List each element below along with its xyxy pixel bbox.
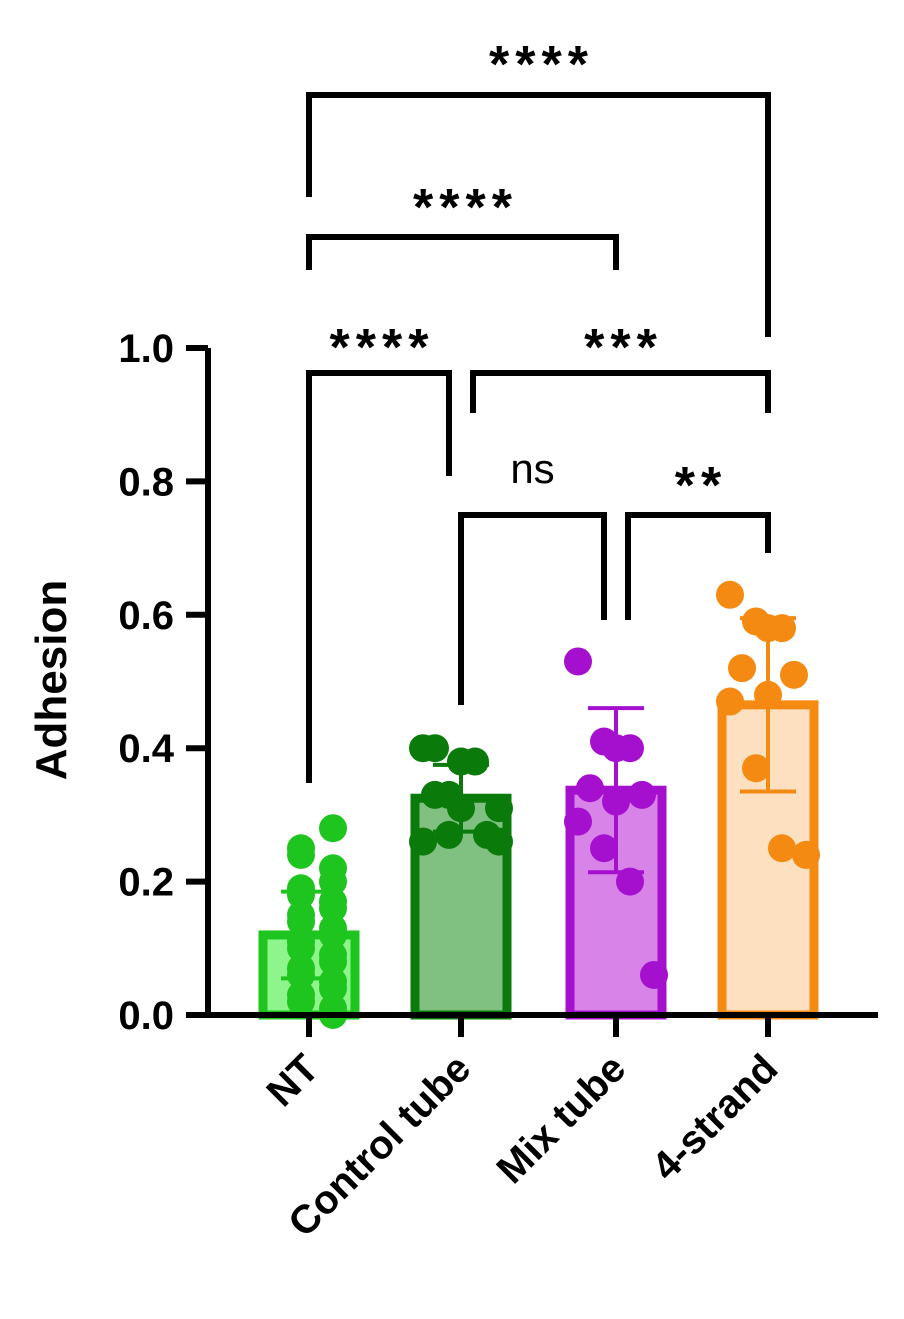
data-point-1-8 [435,820,463,849]
data-point-3-7 [716,687,744,716]
data-point-3-4 [728,654,756,683]
data-point-0-16 [319,947,347,976]
data-point-2-4 [576,774,604,803]
data-point-0-4 [319,867,347,896]
y-tick-label-3: 0.6 [118,594,174,638]
significance-layer: **** ***ns ********** [306,36,771,783]
data-point-3-5 [780,660,808,689]
data-point-2-0 [564,647,592,676]
data-point-2-9 [616,867,644,896]
data-point-2-5 [628,780,656,809]
significance-label-0: **** [330,319,435,377]
data-point-3-9 [768,834,796,863]
significance-label-3: ** [675,457,727,515]
y-tick-label-2: 0.4 [118,727,174,771]
data-point-1-3 [447,747,475,776]
data-point-3-0 [716,580,744,609]
significance-bracket-5 [306,92,771,337]
y-axis-title: Adhesion [27,580,76,780]
data-point-1-10 [485,827,513,856]
significance-label-2: ns [510,445,554,492]
error-bars-layer [281,616,796,981]
data-point-0-20 [319,974,347,1003]
x-tick-label-3: 4-strand [644,1046,787,1189]
data-point-0-12 [319,920,347,949]
points-layer [287,580,820,1029]
data-point-0-0 [319,814,347,843]
data-point-1-7 [485,794,513,823]
data-point-0-22 [287,987,315,1016]
data-point-2-7 [564,807,592,836]
y-tick-label-0: 0.0 [118,994,174,1038]
data-point-1-1 [421,734,449,763]
significance-bracket-4 [306,234,619,270]
data-point-3-8 [742,754,770,783]
data-point-0-2 [287,840,315,869]
significance-label-5: **** [489,36,594,94]
data-point-3-10 [792,840,820,869]
significance-bracket-2 [458,512,607,705]
bars-layer [258,700,819,1020]
y-tick-label-5: 1.0 [118,327,174,371]
y-tick-label-1: 0.2 [118,861,174,905]
data-point-0-8 [319,894,347,923]
data-point-2-10 [640,960,668,989]
y-tick-label-4: 0.8 [118,460,174,504]
x-tick-label-2: Mix tube [489,1046,635,1192]
data-point-2-8 [590,834,618,863]
significance-bracket-0 [306,370,452,783]
significance-label-4: **** [413,179,518,237]
significance-bracket-3 [625,512,771,620]
x-tick-label-0: NT [259,1046,328,1115]
data-point-1-11 [409,827,437,856]
significance-label-1: *** [584,319,663,377]
significance-bracket-1 [470,370,771,413]
